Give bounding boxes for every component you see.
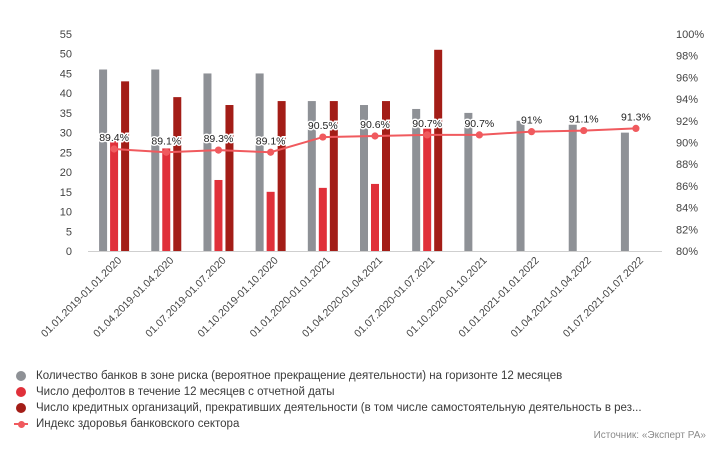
legend-item-closed-orgs: Число кредитных организаций, прекративши…	[14, 400, 714, 416]
bar	[173, 97, 182, 251]
bar	[214, 179, 223, 251]
health-index-point	[475, 131, 483, 139]
y-right-tick-label: 98%	[676, 51, 698, 63]
bar	[225, 105, 234, 251]
health-index-data-label: 90.7%	[412, 118, 442, 130]
health-index-point	[632, 124, 640, 132]
legend-item-defaults: Число дефолтов в течение 12 месяцев с от…	[14, 384, 714, 400]
y-left-tick-label: 10	[60, 207, 72, 219]
health-index-point	[371, 132, 379, 140]
bar	[329, 101, 338, 251]
health-index-data-label: 89.4%	[99, 132, 129, 144]
health-index-point	[267, 148, 275, 156]
legend-label: Число дефолтов в течение 12 месяцев с от…	[36, 386, 335, 398]
health-index-data-label: 89.1%	[256, 135, 286, 147]
bar	[151, 69, 160, 251]
bar	[255, 73, 264, 251]
bar	[318, 187, 327, 251]
legend: Количество банков в зоне риска (вероятно…	[14, 368, 714, 432]
legend-marker-line	[14, 417, 28, 431]
bar	[434, 49, 443, 252]
health-index-point	[214, 146, 223, 154]
health-index-point	[319, 133, 327, 141]
y-left-tick-label: 5	[66, 226, 72, 238]
y-right-tick-label: 86%	[676, 181, 698, 193]
bar	[99, 69, 108, 251]
bar	[162, 148, 171, 251]
health-index-data-label: 89.3%	[204, 133, 234, 145]
y-left-tick-label: 40	[60, 88, 72, 100]
health-index-point	[527, 128, 536, 136]
bar	[620, 132, 629, 251]
bar	[423, 128, 432, 251]
source-note: Источник: «Эксперт РА»	[593, 430, 706, 441]
bar	[516, 120, 525, 251]
health-index-point	[580, 126, 588, 135]
health-index-line	[114, 127, 636, 154]
health-index-data-label: 90.5%	[308, 120, 338, 132]
health-index-point	[110, 145, 118, 153]
y-left-tick-label: 45	[60, 68, 72, 80]
health-index-data-label: 91.3%	[621, 111, 651, 123]
y-left-tick-label: 25	[60, 147, 72, 159]
y-right-tick-label: 80%	[676, 246, 698, 258]
health-index-point	[162, 148, 170, 156]
y-right-tick-label: 90%	[676, 138, 698, 150]
bar	[203, 73, 212, 251]
y-right-tick-label: 96%	[676, 72, 698, 84]
y-right-tick-label: 94%	[676, 94, 698, 106]
health-index-data-label: 89.1%	[151, 135, 181, 147]
bar	[277, 101, 286, 251]
chart: 0 5 10 15 20 25 30 35 40 45 50 55 80% 82% 84% 86% 88% 90%…	[39, 29, 704, 340]
legend-marker-red-dot	[14, 385, 28, 399]
bar	[110, 140, 119, 251]
bar	[360, 105, 368, 251]
y-left-tick-label: 35	[60, 108, 72, 120]
bar	[412, 108, 421, 251]
y-right-tick-label: 92%	[676, 116, 698, 128]
legend-marker-darkred-dot	[14, 401, 28, 415]
legend-label: Индекс здоровья банковского сектора	[36, 418, 240, 430]
bar	[371, 183, 379, 251]
legend-marker-gray-dot	[14, 369, 28, 383]
legend-item-health-index: Индекс здоровья банковского сектора	[14, 416, 714, 432]
bar	[121, 81, 130, 251]
health-index-data-label: 91.1%	[569, 114, 599, 126]
y-left-tick-label: 55	[60, 29, 72, 41]
bar	[568, 124, 577, 251]
bar	[382, 101, 390, 251]
bar	[266, 191, 275, 251]
y-right-tick-label: 100%	[676, 29, 704, 41]
health-index-data-label: 90.6%	[360, 119, 390, 131]
y-left-tick-label: 20	[60, 167, 72, 179]
health-index-point	[423, 131, 431, 139]
y-right-tick-label: 84%	[676, 203, 698, 215]
legend-label: Количество банков в зоне риска (вероятно…	[36, 370, 563, 382]
y-right-tick-label: 82%	[676, 224, 698, 236]
legend-label: Число кредитных организаций, прекративши…	[36, 402, 642, 414]
bar	[464, 112, 473, 251]
y-left-tick-label: 15	[60, 187, 72, 199]
y-left-tick-label: 30	[60, 128, 72, 140]
y-left-tick-label: 0	[66, 246, 72, 258]
y-left-tick-label: 50	[60, 49, 72, 61]
bar	[307, 101, 316, 251]
health-index-data-label: 90.7%	[464, 118, 494, 130]
health-index-data-label: 91%	[521, 115, 542, 127]
legend-item-risk-banks: Количество банков в зоне риска (вероятно…	[14, 368, 714, 384]
y-right-tick-label: 88%	[676, 159, 698, 171]
